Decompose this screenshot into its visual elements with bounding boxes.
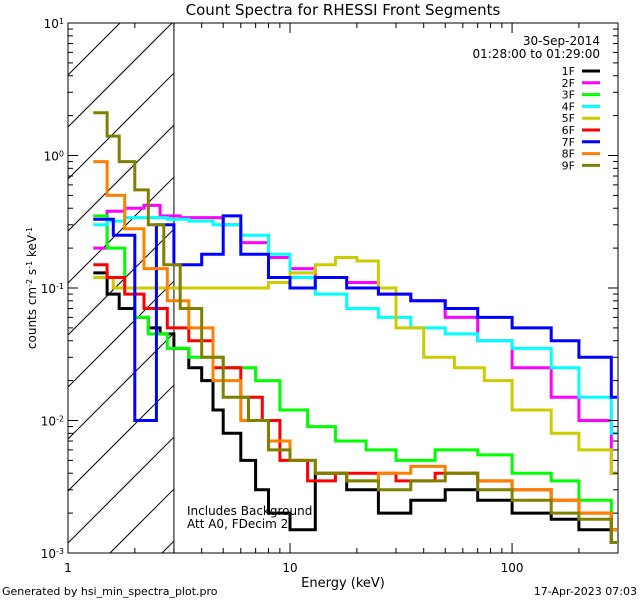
x-tick-label: 10 [282, 561, 297, 575]
series-line-1f [93, 271, 617, 544]
hatch-line [67, 436, 175, 544]
legend-label-8f: 8F [562, 148, 575, 161]
y-tick-label: 10-2 [41, 414, 64, 429]
chart-title: Count Spectra for RHESSI Front Segments [186, 1, 501, 19]
annotation-background: Includes Background [187, 504, 312, 518]
x-tick-label: 100 [501, 561, 524, 575]
y-tick-label: 10-3 [41, 547, 64, 562]
y-tick-label: 101 [44, 17, 64, 32]
time-range-label: 01:28:00 to 01:29:00 [473, 47, 600, 61]
hatch-line [161, 540, 175, 554]
hatch-line [67, 124, 175, 232]
hatch-line [67, 384, 175, 492]
series-line-3f [93, 214, 617, 532]
y-tick-label: 100 [44, 149, 64, 164]
date-label: 30-Sep-2014 [523, 34, 600, 48]
x-axis-label: Energy (keV) [301, 576, 385, 591]
series-line-4f [93, 216, 617, 435]
y-tick-label: 10-1 [41, 282, 64, 297]
hatch-line [67, 332, 175, 440]
attenuator-hatch-region [67, 22, 175, 554]
legend-label-9f: 9F [562, 159, 575, 172]
series-line-5f [93, 256, 617, 475]
series-line-9f [93, 111, 617, 544]
legend-label-6f: 6F [562, 124, 575, 137]
hatch-line [109, 488, 175, 554]
series-line-2f [93, 203, 617, 475]
legend-label-4f: 4F [562, 100, 575, 113]
y-axis-label: counts cm-2 s-1 keV-1 [25, 227, 40, 349]
annotation-attenuator: Att A0, FDecim 2 [187, 517, 288, 531]
x-tick-label: 1 [64, 561, 72, 575]
footer-generator: Generated by hsi_min_spectra_plot.pro [2, 585, 218, 598]
footer-timestamp: 17-Apr-2023 07:03 [534, 585, 637, 598]
legend-label-5f: 5F [562, 112, 575, 125]
legend-label-3f: 3F [562, 89, 575, 102]
hatch-line [67, 228, 175, 336]
hatch-line [67, 176, 175, 284]
legend-label-1f: 1F [562, 65, 575, 78]
legend-label-7f: 7F [562, 136, 575, 149]
hatch-line [67, 22, 121, 76]
legend-label-2f: 2F [562, 77, 575, 90]
hatch-line [67, 72, 175, 180]
series-line-7f [93, 214, 617, 422]
hatch-line [67, 22, 173, 128]
